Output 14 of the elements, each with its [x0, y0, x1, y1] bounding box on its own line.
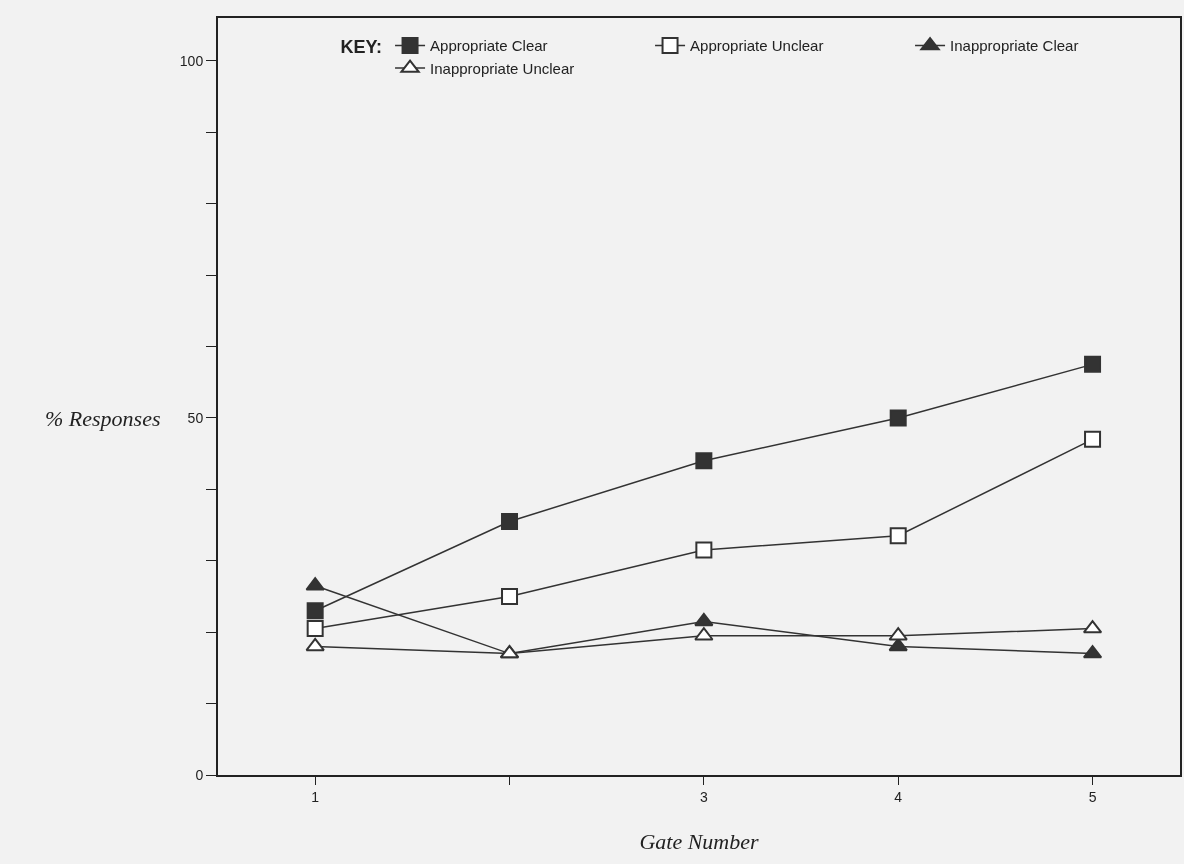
x-tick-label: 4 [894, 788, 903, 805]
legend-label: Appropriate Clear [430, 37, 548, 55]
y-axis-title: % Responses [45, 406, 161, 431]
x-axis-title: Gate Number [639, 829, 760, 855]
x-tick-label: 3 [699, 788, 708, 805]
x-tick-label: 5 [1088, 788, 1097, 805]
legend-label: Inappropriate Clear [950, 37, 1079, 55]
legend-label: Inappropriate Unclear [430, 59, 575, 77]
legend-title: KEY: [340, 36, 383, 57]
legend-label: Appropriate Unclear [690, 37, 824, 55]
y-tick-label: 100 [179, 52, 204, 69]
y-tick-label: 0 [195, 766, 204, 783]
y-tick-label: 50 [187, 409, 204, 426]
x-tick-label: 1 [311, 788, 320, 805]
